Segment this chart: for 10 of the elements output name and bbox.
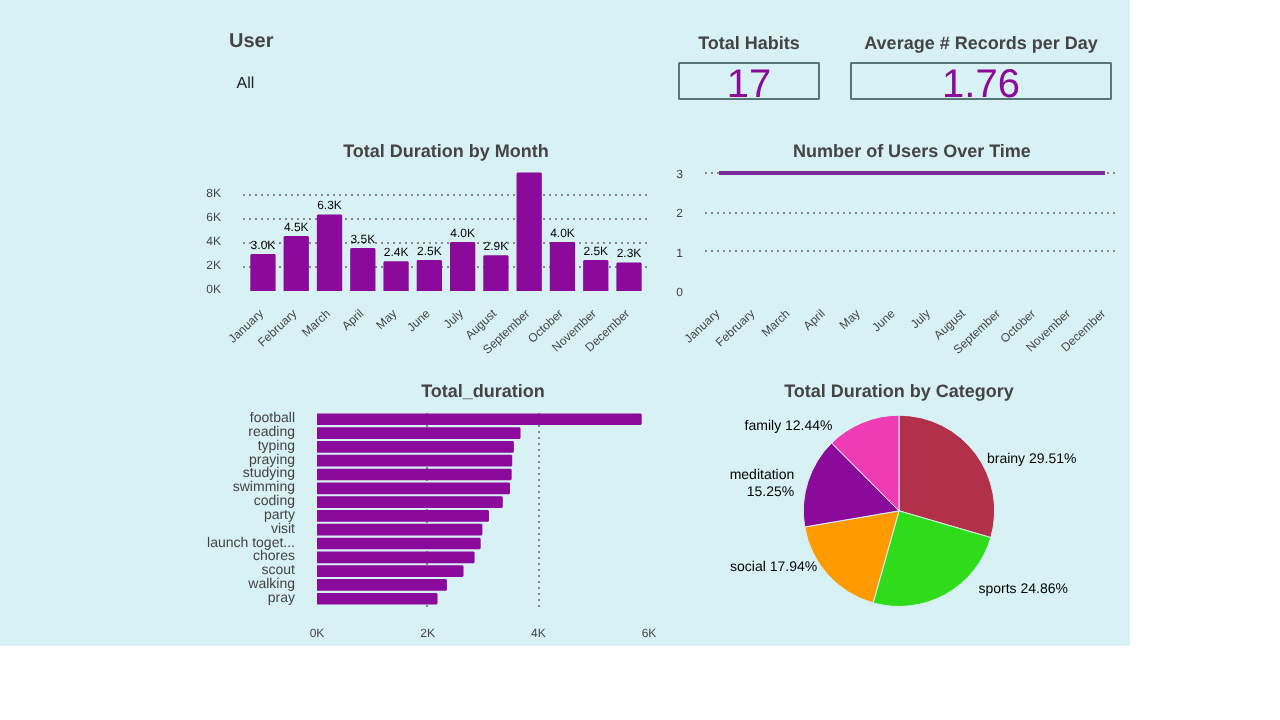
chart-title: Number of Users Over Time <box>793 141 1031 161</box>
chart-title: Total Duration by Category <box>784 381 1014 401</box>
text: All <box>236 73 255 92</box>
chart-title: Total_duration <box>421 381 545 401</box>
text: Total Habits <box>698 33 800 53</box>
text: Average # Records per Day <box>864 33 1098 53</box>
text: 17 <box>726 62 772 107</box>
chart-title: Total Duration by Month <box>343 141 549 161</box>
text: 1.76 <box>942 62 1020 107</box>
text: User <box>229 31 274 53</box>
